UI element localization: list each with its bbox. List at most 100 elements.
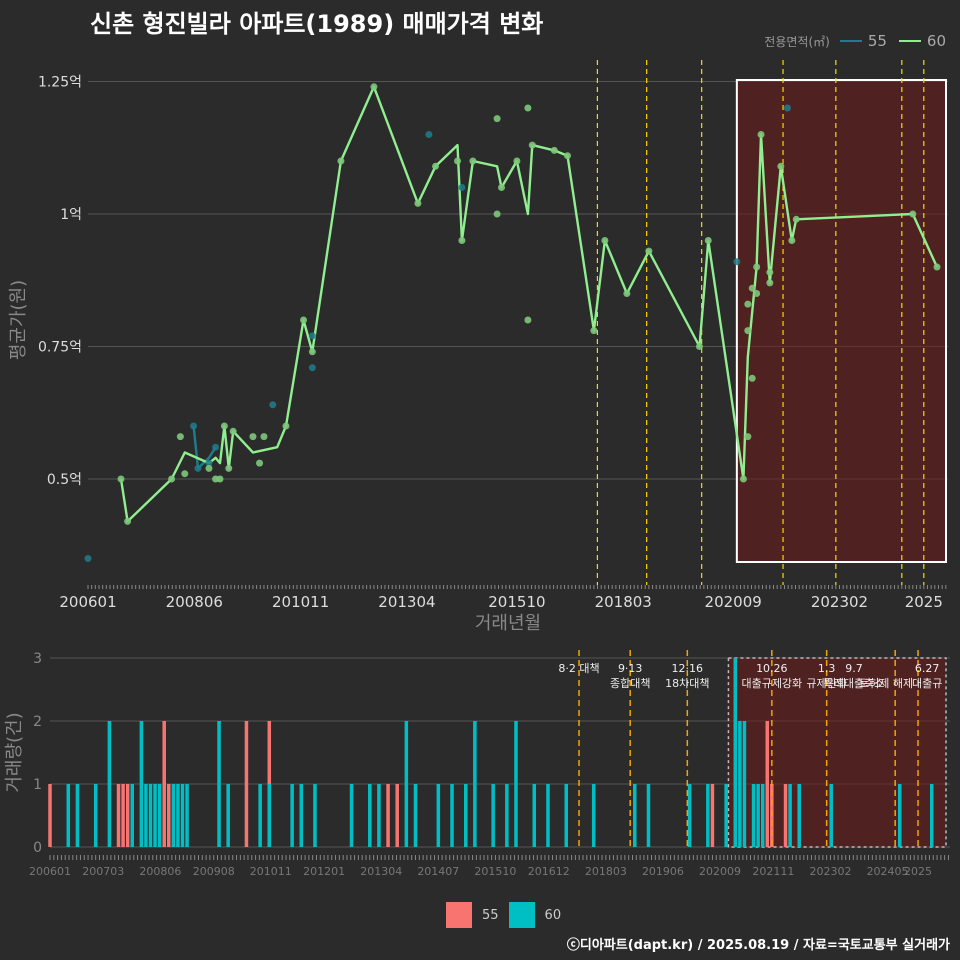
vol-bar-60 bbox=[514, 721, 518, 847]
vol-bar-60 bbox=[436, 784, 441, 847]
vol-bar-60 bbox=[290, 784, 294, 847]
data-point-60 bbox=[454, 157, 462, 165]
x-tick-label: 202302 bbox=[811, 593, 868, 611]
data-point-60 bbox=[748, 284, 756, 292]
vol-bar-60 bbox=[171, 784, 176, 847]
data-point-60 bbox=[550, 146, 558, 154]
vol-bar-60 bbox=[153, 784, 157, 847]
data-point-60 bbox=[256, 459, 264, 467]
data-point-55 bbox=[308, 332, 316, 340]
vol-bar-60 bbox=[404, 721, 409, 847]
vol-x-tick-label: 202009 bbox=[699, 865, 741, 878]
volume-bar-chart: 0 1 2 3 8·2 대책 9·13 종합대책 12·16 18차대책 10.26 대출규제강화 1… bbox=[4, 650, 950, 878]
data-point-55 bbox=[458, 184, 466, 191]
vol-bar-60 bbox=[148, 784, 153, 847]
data-point-60 bbox=[493, 210, 501, 218]
vol-bar-55 bbox=[765, 721, 770, 847]
vol-bar-55 bbox=[116, 784, 121, 847]
series-line-60 bbox=[119, 85, 939, 523]
data-point-60 bbox=[645, 247, 653, 255]
series-line-55 bbox=[192, 425, 217, 470]
vol-bar-60 bbox=[368, 784, 372, 847]
vol-bar-60 bbox=[797, 784, 801, 847]
data-point-55 bbox=[269, 401, 277, 409]
vol-bar-60 bbox=[299, 784, 304, 847]
vol-bar-55 bbox=[783, 784, 788, 847]
data-point-60 bbox=[766, 279, 774, 287]
source-caption: ⓒ디아파트(dapt.kr) / 2025.08.19 / 자료=국토교통부 실… bbox=[566, 938, 950, 953]
vol-bar-60 bbox=[742, 721, 747, 847]
x-tick-label: 201304 bbox=[378, 593, 435, 611]
x-axis-title: 거래년월 bbox=[475, 613, 541, 634]
vol-x-tick-label: 201612 bbox=[528, 865, 570, 878]
vol-bar-60 bbox=[724, 784, 728, 847]
data-point-60 bbox=[601, 237, 609, 244]
vol-bar-60 bbox=[733, 658, 738, 847]
policy-label: 대출규 bbox=[912, 677, 942, 690]
data-point-60 bbox=[766, 268, 774, 276]
vol-bar-60 bbox=[93, 784, 98, 847]
vol-x-tick-label: 201510 bbox=[474, 865, 516, 878]
data-point-60 bbox=[337, 157, 345, 165]
data-point-55 bbox=[308, 364, 316, 372]
vol-bar-55 bbox=[162, 721, 166, 847]
data-point-60 bbox=[124, 517, 132, 525]
data-point-60 bbox=[176, 433, 184, 441]
policy-label: 18차대책 bbox=[665, 677, 709, 690]
vol-x-tick-label: 200806 bbox=[139, 865, 181, 878]
vol-bar-55 bbox=[386, 784, 390, 847]
vol-bar-60 bbox=[633, 784, 637, 847]
data-point-60 bbox=[181, 470, 189, 478]
data-point-55 bbox=[425, 131, 433, 138]
legend-bottom-label-55: 55 bbox=[482, 907, 499, 923]
x-tick-label: 201803 bbox=[595, 593, 652, 611]
vol-highlight-region bbox=[727, 657, 947, 848]
vol-bar-60 bbox=[217, 721, 221, 847]
data-point-60 bbox=[260, 433, 268, 441]
legend-box-55 bbox=[446, 902, 472, 928]
data-point-60 bbox=[744, 433, 752, 441]
vol-bar-60 bbox=[473, 721, 477, 847]
data-point-60 bbox=[744, 327, 752, 335]
vol-bar-60 bbox=[413, 784, 418, 847]
data-point-55 bbox=[212, 443, 220, 451]
x-tick-label: 201510 bbox=[488, 593, 545, 611]
vol-bar-55 bbox=[167, 784, 171, 847]
legend-box-60 bbox=[508, 902, 535, 928]
data-point-60 bbox=[469, 157, 477, 165]
vol-bar-55 bbox=[395, 784, 399, 847]
policy-label: 토허제 해제 bbox=[859, 676, 913, 690]
data-point-60 bbox=[623, 290, 631, 297]
data-point-55 bbox=[84, 555, 92, 562]
vol-bar-60 bbox=[591, 784, 596, 847]
vol-bar-60 bbox=[450, 784, 454, 847]
vol-bar-60 bbox=[130, 784, 134, 847]
policy-label: 종합대책 bbox=[610, 677, 650, 690]
policy-label: 8·2 대책 bbox=[558, 662, 599, 675]
vol-x-tick-label: 200908 bbox=[193, 865, 235, 878]
vol-bar-60 bbox=[185, 784, 189, 847]
y-axis-title: 평균가(원) bbox=[8, 280, 29, 360]
data-point-55 bbox=[783, 104, 791, 112]
legend-bottom-label-60: 60 bbox=[544, 907, 562, 923]
vol-bar-60 bbox=[180, 784, 185, 847]
data-point-60 bbox=[563, 152, 571, 160]
chart-title: 신촌 형진빌라 아파트(1989) 매매가격 변화 bbox=[90, 10, 544, 38]
x-tick-label: 2025 bbox=[905, 593, 943, 611]
bottom-legend: 55 60 bbox=[446, 902, 561, 928]
data-point-60 bbox=[524, 316, 532, 324]
vol-bar-60 bbox=[258, 784, 262, 847]
y-tick-label: 0.75억 bbox=[38, 340, 82, 356]
data-point-60 bbox=[205, 464, 213, 472]
vol-x-tick-label: 202111 bbox=[752, 865, 794, 878]
vol-bar-60 bbox=[706, 784, 710, 847]
policy-label: 대출규제강화 bbox=[741, 677, 802, 690]
data-point-60 bbox=[498, 184, 506, 191]
x-tick-label: 202009 bbox=[705, 593, 762, 611]
vol-x-tick-label: 201906 bbox=[642, 865, 684, 878]
x-tick-label: 200601 bbox=[59, 593, 116, 611]
data-point-60 bbox=[777, 162, 785, 170]
vol-x-tick-label: 2025 bbox=[904, 865, 932, 878]
vol-bar-60 bbox=[738, 721, 742, 847]
policy-label: 9.7 bbox=[845, 662, 863, 675]
